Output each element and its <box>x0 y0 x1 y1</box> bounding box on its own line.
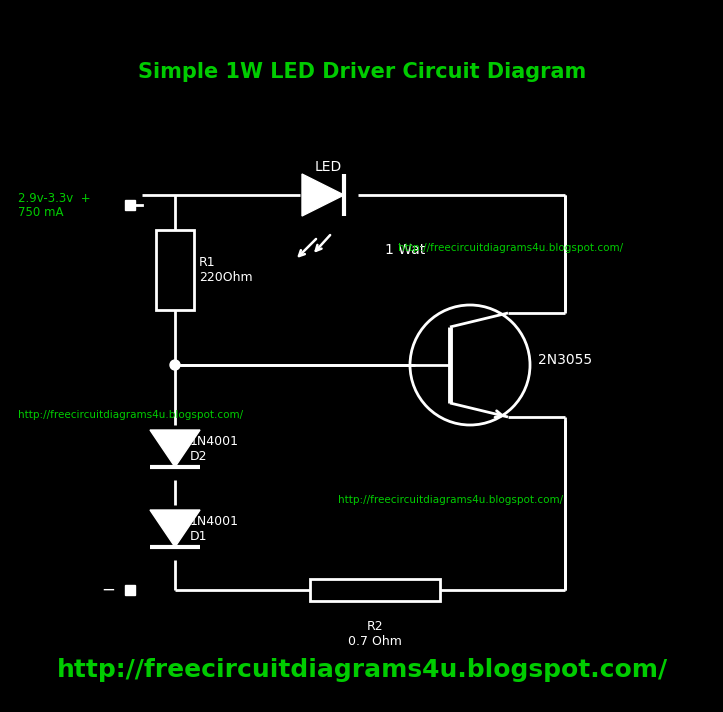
Text: http://freecircuitdiagrams4u.blogspot.com/: http://freecircuitdiagrams4u.blogspot.co… <box>338 495 563 505</box>
Bar <box>156 230 194 310</box>
Text: 2N3055: 2N3055 <box>538 353 592 367</box>
Bar <box>310 579 440 601</box>
Text: http://freecircuitdiagrams4u.blogspot.com/: http://freecircuitdiagrams4u.blogspot.co… <box>398 243 623 253</box>
Text: −: − <box>101 581 115 599</box>
Text: http://freecircuitdiagrams4u.blogspot.com/: http://freecircuitdiagrams4u.blogspot.co… <box>56 658 667 682</box>
Text: 1N4001
D2: 1N4001 D2 <box>190 435 239 463</box>
Circle shape <box>170 360 180 370</box>
Bar <box>125 585 135 595</box>
Text: R1
220Ohm: R1 220Ohm <box>199 256 252 284</box>
Text: 1N4001
D1: 1N4001 D1 <box>190 515 239 543</box>
Text: http://freecircuitdiagrams4u.blogspot.com/: http://freecircuitdiagrams4u.blogspot.co… <box>18 410 243 420</box>
Text: 750 mA: 750 mA <box>18 206 64 219</box>
Polygon shape <box>150 430 200 467</box>
Polygon shape <box>302 174 344 216</box>
Text: 1 Wat: 1 Wat <box>385 243 425 257</box>
Polygon shape <box>150 510 200 547</box>
Text: Simple 1W LED Driver Circuit Diagram: Simple 1W LED Driver Circuit Diagram <box>138 62 586 82</box>
Text: LED: LED <box>315 160 342 174</box>
Text: R2
0.7 Ohm: R2 0.7 Ohm <box>348 620 402 648</box>
Text: 2.9v-3.3v  +: 2.9v-3.3v + <box>18 192 90 204</box>
Bar <box>125 200 135 210</box>
